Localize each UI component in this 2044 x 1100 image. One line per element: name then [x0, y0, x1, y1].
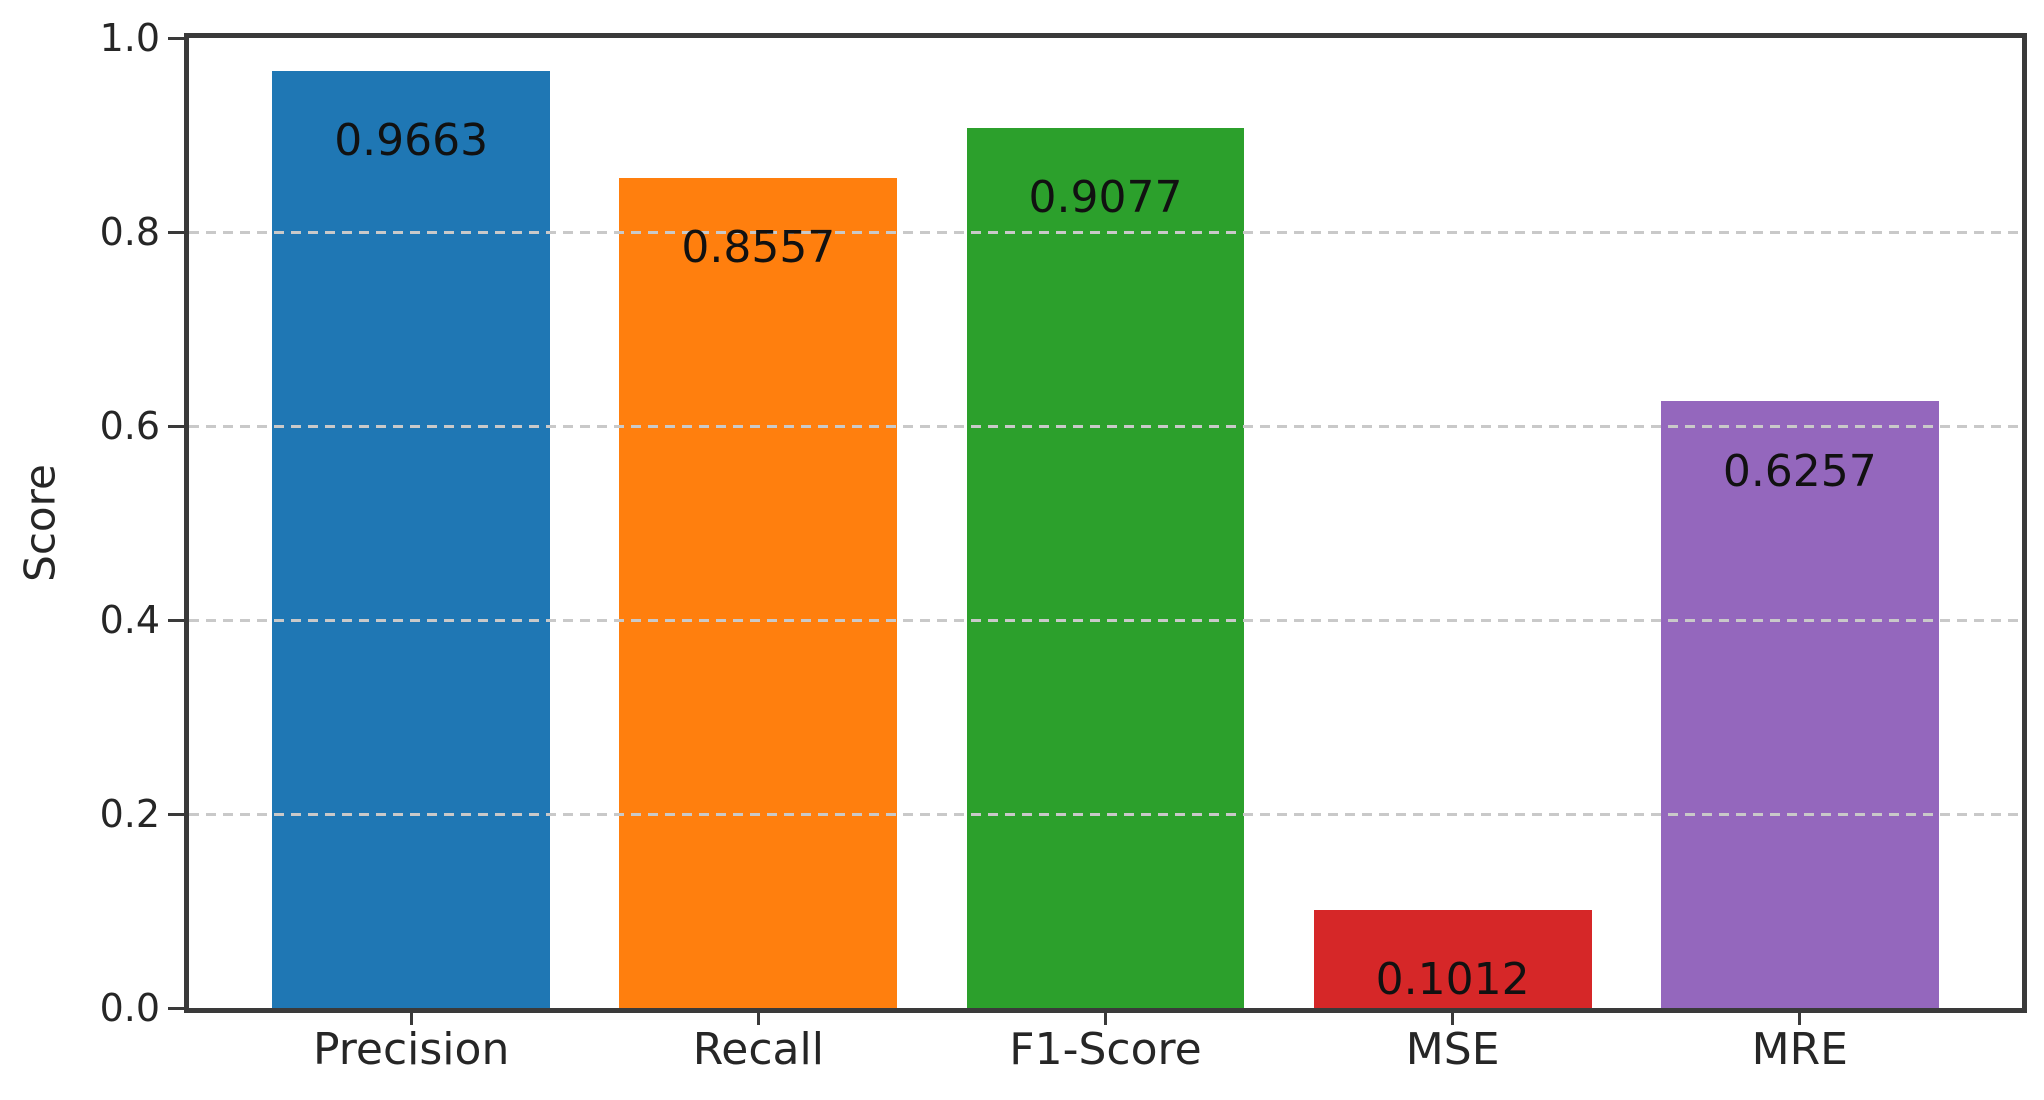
x-tick-mark [1104, 1013, 1107, 1025]
y-tick-mark [168, 36, 184, 40]
x-tick-mark [1451, 1013, 1455, 1025]
x-tick-mark [756, 1013, 760, 1025]
x-tick-label: Recall [692, 1024, 824, 1075]
bar-recall [619, 177, 898, 1008]
x-tick-label: MSE [1405, 1024, 1500, 1075]
y-tick-label: 0.4 [99, 598, 160, 642]
y-tick-label: 0.0 [99, 986, 160, 1030]
y-tick-mark [168, 230, 184, 234]
y-tick-mark [168, 1006, 184, 1010]
y-tick-mark [168, 618, 184, 622]
plot-area: 0.9663 0.8557 0.9077 0.1012 0.6257 [184, 33, 2027, 1013]
y-axis-title: Score [15, 464, 65, 582]
x-tick-label: MRE [1751, 1024, 1848, 1075]
y-tick-mark [168, 424, 184, 428]
gridline [189, 618, 2022, 622]
bar-value-label: 0.1012 [1375, 954, 1530, 1006]
bar-value-label: 0.6257 [1722, 445, 1877, 497]
gridline [189, 230, 2022, 234]
y-tick-label: 0.8 [99, 210, 160, 254]
bar-value-label: 0.9663 [334, 115, 489, 167]
y-tick-label: 1.0 [99, 16, 160, 60]
y-tick-mark [168, 812, 184, 816]
y-tick-label: 0.6 [99, 404, 160, 448]
bar-mse [1313, 909, 1592, 1008]
y-tick-label: 0.2 [99, 792, 160, 836]
gridline [189, 424, 2022, 428]
x-tick-label: Precision [313, 1024, 510, 1075]
x-tick-mark [409, 1013, 413, 1025]
x-tick-mark [1798, 1013, 1802, 1025]
bar-mre [1660, 401, 1939, 1008]
x-tick-label: F1-Score [1009, 1024, 1202, 1075]
bar-value-label: 0.9077 [1028, 172, 1183, 224]
bar-value-label: 0.8557 [681, 222, 836, 274]
bar-f1-score [966, 127, 1245, 1008]
bar-precision [272, 70, 551, 1008]
gridline [189, 812, 2022, 816]
